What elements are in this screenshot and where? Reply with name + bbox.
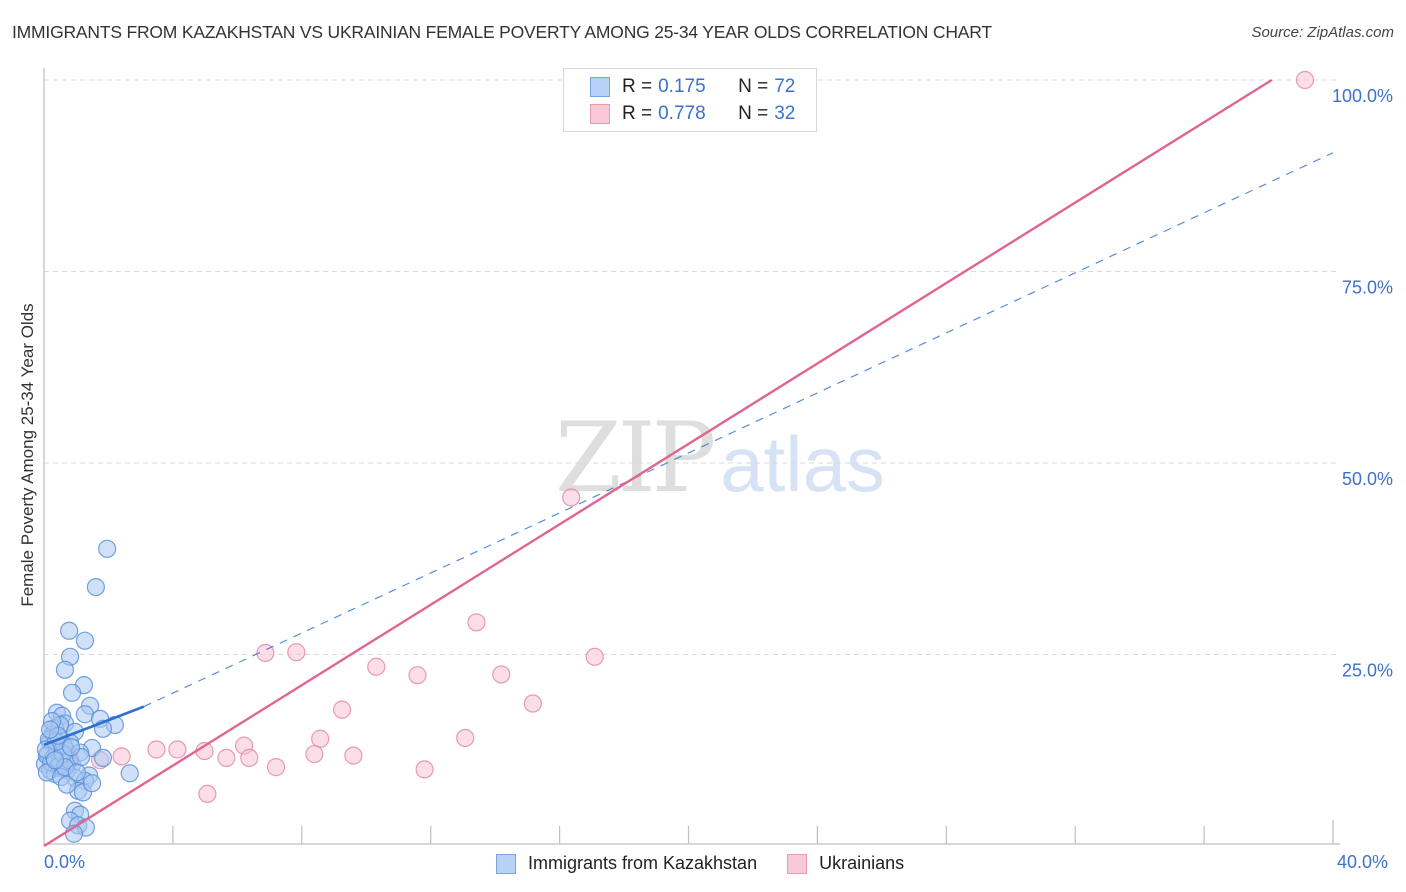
y-tick-label: 25.0%: [1342, 661, 1393, 681]
data-point: [45, 751, 65, 770]
data-point: [120, 764, 139, 783]
data-point: [240, 748, 259, 768]
n-label: N =: [738, 103, 769, 124]
data-point: [61, 738, 81, 757]
data-point: [86, 577, 105, 597]
series-legend: Immigrants from Kazakhstan Ukrainians: [496, 853, 934, 874]
x-tick-max: 40.0%: [1337, 852, 1389, 872]
data-point: [60, 621, 79, 640]
y-tick-labels: 25.0% 50.0% 75.0% 100.0%: [1332, 86, 1393, 681]
data-point: [332, 700, 352, 719]
pink-swatch-icon: [787, 853, 808, 874]
data-point: [82, 774, 102, 793]
y-tick-label: 100.0%: [1332, 86, 1393, 106]
stats-legend: R = 0.175 N = 72 R = 0.778 N = 32: [563, 68, 817, 132]
blue-swatch-icon: [496, 853, 516, 874]
stats-row-ukrainians: R = 0.778 N = 32: [590, 102, 795, 126]
data-point: [523, 694, 542, 713]
data-point: [408, 666, 427, 685]
data-point: [266, 758, 286, 777]
n-label: N =: [738, 76, 769, 97]
ukrainians-trend-line: [43, 78, 1273, 848]
data-point: [585, 647, 604, 666]
r-value: 0.175: [658, 76, 706, 97]
data-point: [344, 746, 363, 765]
r-value: 0.778: [658, 103, 706, 124]
data-point: [562, 488, 581, 507]
series-kazakhstan: [35, 539, 139, 843]
y-tick-label: 50.0%: [1342, 469, 1393, 489]
legend-label: Immigrants from Kazakhstan: [528, 853, 758, 873]
data-point: [467, 613, 486, 632]
data-point: [456, 728, 475, 748]
data-point: [168, 740, 187, 759]
data-point: [57, 775, 76, 794]
chart-title: IMMIGRANTS FROM KAZAKHSTAN VS UKRAINIAN …: [12, 22, 992, 42]
data-point: [75, 705, 95, 724]
data-point: [93, 748, 113, 768]
legend-label: Ukrainians: [819, 853, 905, 873]
trend-lines: [43, 78, 1334, 848]
r-label: R =: [622, 76, 653, 97]
data-point: [112, 747, 131, 766]
data-point: [311, 729, 330, 748]
legend-item-kazakhstan[interactable]: Immigrants from Kazakhstan: [496, 853, 757, 874]
data-point: [217, 748, 236, 768]
kazakhstan-trend-extension: [143, 152, 1334, 708]
r-label: R =: [622, 103, 653, 124]
data-point: [67, 763, 86, 782]
data-point: [305, 744, 324, 764]
data-point: [415, 760, 434, 779]
gridlines: [44, 79, 1340, 655]
watermark-zip: ZIP: [555, 402, 716, 514]
source-label: Source: ZipAtlas.com: [1251, 24, 1394, 41]
pink-swatch-icon: [590, 104, 610, 124]
x-tick-min: 0.0%: [44, 852, 86, 872]
y-axis-label: Female Poverty Among 25-34 Year Olds: [18, 303, 37, 607]
blue-swatch-icon: [590, 77, 610, 97]
y-tick-label: 75.0%: [1342, 278, 1393, 298]
watermark-atlas: atlas: [720, 420, 885, 508]
kazakhstan-trend-line: [43, 705, 145, 747]
stats-row-kazakhstan: R = 0.175 N = 72: [590, 75, 795, 99]
watermark: ZIP atlas: [555, 402, 885, 514]
data-point: [1295, 70, 1315, 90]
legend-item-ukrainians[interactable]: Ukrainians: [787, 853, 904, 874]
data-point: [147, 740, 166, 759]
data-point: [198, 784, 217, 804]
data-point: [62, 683, 82, 702]
data-point: [98, 539, 117, 558]
axes: [43, 68, 1340, 846]
series-ukrainians: [42, 70, 1315, 804]
data-point: [41, 720, 60, 739]
data-point: [492, 665, 511, 684]
data-point: [287, 643, 306, 662]
data-point: [367, 657, 386, 676]
n-value: 32: [774, 103, 796, 124]
data-point: [256, 643, 275, 663]
data-point: [55, 660, 75, 679]
n-value: 72: [774, 76, 796, 97]
data-point: [75, 631, 95, 650]
